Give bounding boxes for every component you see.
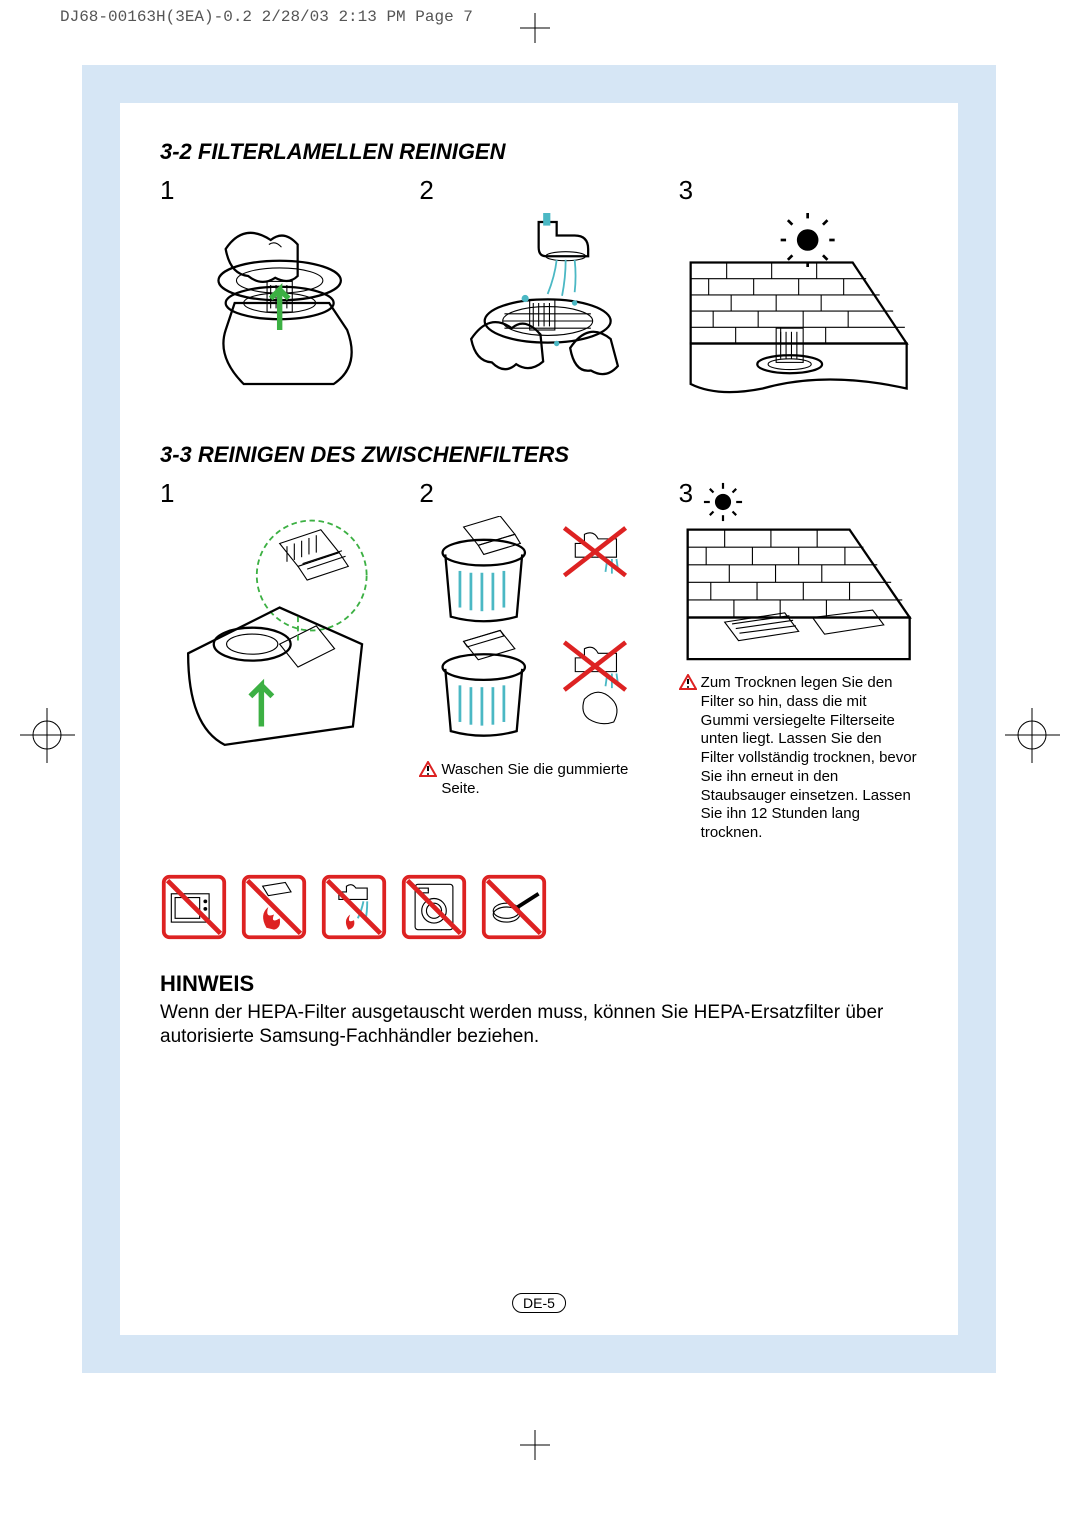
caption-text: Zum Trocknen legen Sie den Filter so hin… <box>701 674 918 843</box>
step-number: 1 <box>160 175 399 206</box>
section1-step1: 1 <box>160 175 399 412</box>
section2-step1: 1 <box>160 478 399 843</box>
print-header: DJ68-00163H(3EA)-0.2 2/28/03 2:13 PM Pag… <box>60 8 473 26</box>
hinweis-title: HINWEIS <box>160 971 918 997</box>
crop-mark-top <box>520 13 550 43</box>
section1-step3: 3 <box>679 175 918 412</box>
prohibited-icons-row <box>160 873 918 941</box>
warning-icon <box>679 674 697 690</box>
page-frame: 3-2 FILTERLAMELLEN REINIGEN 1 <box>82 65 996 1373</box>
no-microwave-icon <box>160 873 228 941</box>
step-number: 2 <box>419 478 658 509</box>
illustration-dry-intermediate-filter <box>679 524 918 674</box>
inner-page: 3-2 FILTERLAMELLEN REINIGEN 1 <box>120 103 958 1335</box>
no-hot-water-icon <box>320 873 388 941</box>
crop-mark-bottom <box>520 1430 550 1460</box>
step-number: 1 <box>160 478 399 509</box>
caption-step3: Zum Trocknen legen Sie den Filter so hin… <box>679 674 918 843</box>
section1-step2: 2 <box>419 175 658 412</box>
illustration-dry-filter <box>679 212 918 412</box>
hinweis-body: Wenn der HEPA-Filter ausgetauscht werden… <box>160 1001 918 1050</box>
crop-mark-right <box>1005 708 1060 763</box>
section2-steps: 1 2 <box>160 478 918 843</box>
crop-mark-left <box>20 708 75 763</box>
illustration-wash-filter <box>419 212 658 412</box>
step-number: 3 <box>679 478 693 509</box>
section-title-3-3: 3-3 REINIGEN DES ZWISCHENFILTERS <box>160 442 918 468</box>
no-fire-icon <box>240 873 308 941</box>
section1-steps: 1 2 <box>160 175 918 412</box>
no-brush-icon <box>480 873 548 941</box>
illustration-remove-intermediate-filter <box>160 515 399 755</box>
section2-step2: 2 <box>419 478 658 843</box>
caption-step2: Waschen Sie die gummierte Seite. <box>419 761 658 799</box>
caption-text: Waschen Sie die gummierte Seite. <box>441 761 658 799</box>
warning-icon <box>419 761 437 777</box>
section-title-3-2: 3-2 FILTERLAMELLEN REINIGEN <box>160 139 918 165</box>
step-number: 3 <box>679 175 918 206</box>
page-number: DE-5 <box>512 1293 566 1313</box>
illustration-wash-intermediate-filter <box>419 515 658 755</box>
sun-icon <box>701 480 745 524</box>
no-washing-machine-icon <box>400 873 468 941</box>
section2-step3: 3 <box>679 478 918 843</box>
illustration-remove-filter <box>160 212 399 412</box>
step-number: 2 <box>419 175 658 206</box>
